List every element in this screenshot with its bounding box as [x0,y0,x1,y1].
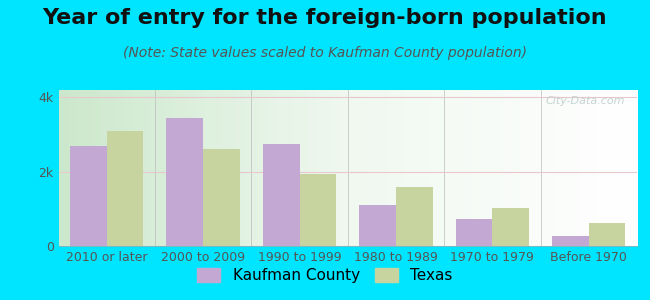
Bar [263,144,300,246]
Bar [203,149,240,246]
Bar [300,174,336,246]
Bar [359,205,396,246]
Bar [589,223,625,246]
Bar [166,118,203,246]
Legend: Kaufman County, Texas: Kaufman County, Texas [191,262,459,290]
Bar [70,146,107,246]
Bar [107,131,144,246]
Bar [456,219,493,246]
Text: City-Data.com: City-Data.com [546,96,625,106]
Bar [552,236,589,246]
Text: (Note: State values scaled to Kaufman County population): (Note: State values scaled to Kaufman Co… [123,46,527,61]
Text: Year of entry for the foreign-born population: Year of entry for the foreign-born popul… [43,8,607,28]
Bar [493,208,529,246]
Bar [396,187,433,246]
